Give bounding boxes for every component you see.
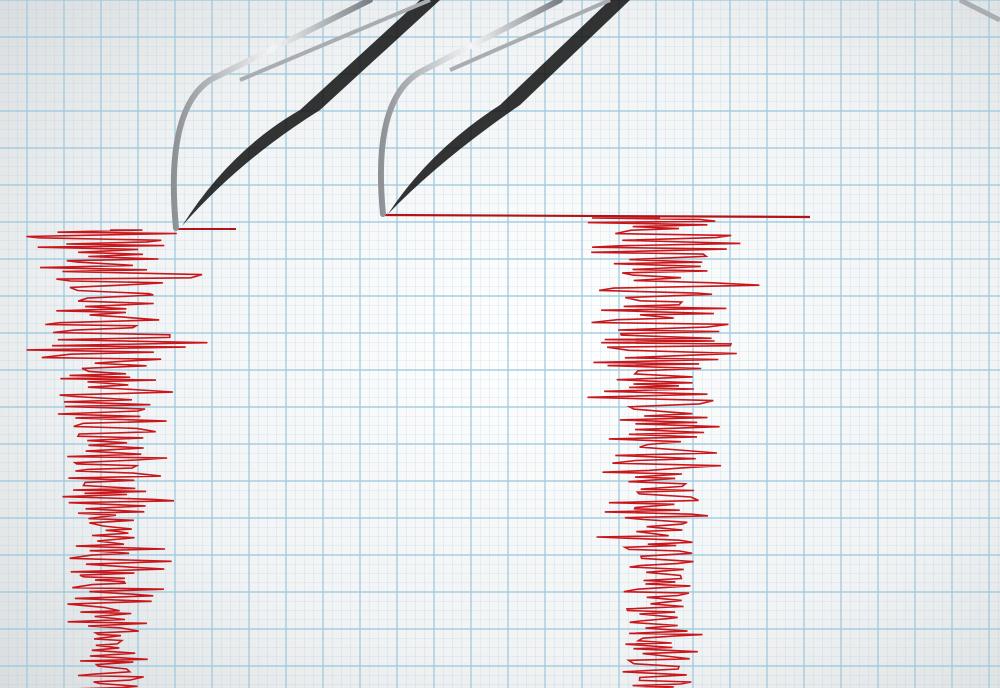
needle-right-arm	[449, 0, 611, 72]
needles	[170, 0, 1000, 231]
seismic-trace-left	[26, 229, 208, 688]
needle-left-arm	[239, 0, 431, 82]
seismic-traces	[26, 213, 811, 688]
needle-shadow-right	[388, 0, 630, 214]
needle-left	[170, 0, 373, 231]
needle-far-right	[958, 0, 1000, 23]
needle-right	[378, 0, 563, 217]
seismic-trace-right	[587, 217, 760, 688]
baseline-trace-right	[384, 213, 811, 219]
needle-shadow-left	[182, 0, 440, 226]
